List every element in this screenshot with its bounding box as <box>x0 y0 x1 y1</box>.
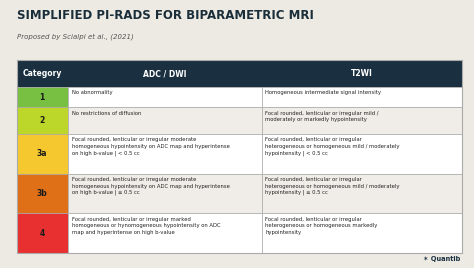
Text: 2: 2 <box>40 116 45 125</box>
Bar <box>262 134 462 174</box>
Text: Focal rounded, lenticular or irregular marked
homogeneous or hynomogeneous hypoi: Focal rounded, lenticular or irregular m… <box>72 217 220 235</box>
Bar <box>17 107 68 134</box>
Bar <box>17 60 462 253</box>
Bar <box>262 87 462 107</box>
Text: ADC / DWI: ADC / DWI <box>143 69 186 78</box>
Bar <box>68 107 262 134</box>
Bar <box>68 213 262 253</box>
Text: Focal rounded, lenticular or irregular
heterogeneous or homogeneous mild / moder: Focal rounded, lenticular or irregular h… <box>265 177 400 195</box>
Text: 3b: 3b <box>37 189 47 198</box>
Text: Focal rounded, lenticular or irregular mild /
moderately or markedly hypointensi: Focal rounded, lenticular or irregular m… <box>265 111 379 122</box>
Text: Focal rounded, lenticular or irregular
heterogeneous or homogeneous markedly
hyp: Focal rounded, lenticular or irregular h… <box>265 217 378 235</box>
Text: No abnormality: No abnormality <box>72 90 112 95</box>
Bar <box>17 174 68 213</box>
Bar <box>17 60 462 87</box>
Text: 4: 4 <box>40 229 45 238</box>
Text: No restrictions of diffusion: No restrictions of diffusion <box>72 111 141 116</box>
Bar <box>17 213 68 253</box>
Text: 3a: 3a <box>37 149 47 158</box>
Text: Category: Category <box>23 69 62 78</box>
Text: Focal rounded, lenticular or irregular
heterogeneous or homogeneous mild / moder: Focal rounded, lenticular or irregular h… <box>265 137 400 156</box>
Text: Focal rounded, lenticular or irregular moderate
homogeneous hypointensity on ADC: Focal rounded, lenticular or irregular m… <box>72 177 229 195</box>
Bar <box>17 134 68 174</box>
Text: 1: 1 <box>40 92 45 102</box>
Bar <box>262 107 462 134</box>
Text: Focal rounded, lenticular or irregular moderate
homogeneous hypointensity on ADC: Focal rounded, lenticular or irregular m… <box>72 137 229 156</box>
Text: Proposed by Scialpi et al., (2021): Proposed by Scialpi et al., (2021) <box>17 34 133 40</box>
Bar <box>262 174 462 213</box>
Bar <box>17 87 68 107</box>
Bar <box>262 213 462 253</box>
Bar <box>68 134 262 174</box>
Text: SIMPLIFIED PI-RADS FOR BIPARAMETRIC MRI: SIMPLIFIED PI-RADS FOR BIPARAMETRIC MRI <box>17 9 313 23</box>
Text: ✶ Quantib: ✶ Quantib <box>422 256 460 262</box>
Bar <box>68 87 262 107</box>
Bar <box>68 174 262 213</box>
Text: Homogeneous intermediate signal intensity: Homogeneous intermediate signal intensit… <box>265 90 382 95</box>
Text: T2WI: T2WI <box>351 69 373 78</box>
